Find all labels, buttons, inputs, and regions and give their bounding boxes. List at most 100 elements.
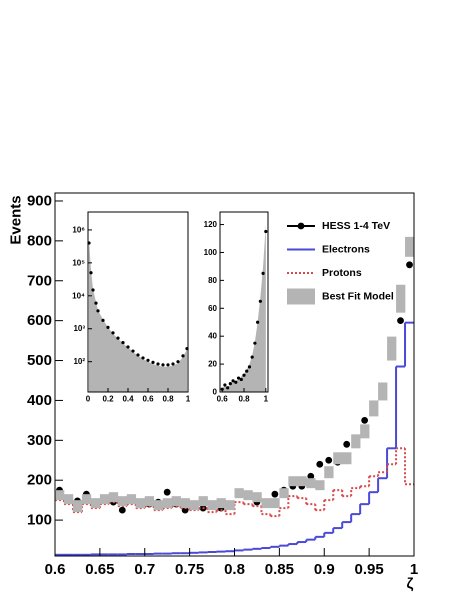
data-point bbox=[91, 288, 95, 292]
x-tick-label: 0.65 bbox=[85, 561, 114, 578]
data-point bbox=[101, 318, 105, 322]
data-point bbox=[247, 365, 252, 369]
fit-band bbox=[270, 498, 280, 509]
fit-band bbox=[171, 496, 181, 507]
y-tick-label: 100 bbox=[27, 512, 52, 529]
x-tick-label: 0.2 bbox=[102, 395, 114, 404]
x-tick-label: 1 bbox=[186, 395, 191, 404]
y-tick-label: 100 bbox=[204, 248, 218, 257]
fit-band bbox=[72, 500, 83, 513]
y-tick-label: 200 bbox=[27, 472, 52, 489]
plot-frame bbox=[87, 211, 189, 393]
data-point bbox=[245, 369, 249, 373]
y-tick-label: 800 bbox=[27, 232, 52, 249]
y-tick-label: 10⁴ bbox=[72, 291, 85, 300]
data-point bbox=[106, 325, 110, 329]
data-point bbox=[118, 506, 126, 514]
legend-label: Electrons bbox=[322, 244, 370, 256]
data-point bbox=[406, 261, 413, 269]
data-point bbox=[343, 440, 351, 448]
data-point bbox=[231, 379, 235, 383]
y-tick-label: 300 bbox=[27, 432, 52, 449]
x-tick-label: 1 bbox=[264, 395, 269, 404]
data-point bbox=[166, 363, 170, 367]
fit-band bbox=[189, 500, 199, 511]
data-point bbox=[239, 377, 243, 382]
fit-band bbox=[216, 498, 226, 509]
y-axis-title: Events bbox=[8, 195, 25, 244]
fit-band bbox=[378, 382, 388, 401]
fit-band bbox=[108, 492, 119, 503]
data-point bbox=[131, 349, 135, 353]
x-tick-label: 0 bbox=[86, 395, 91, 404]
y-tick-label: 10² bbox=[73, 357, 85, 366]
data-point bbox=[307, 472, 315, 480]
y-tick-label: 700 bbox=[27, 272, 52, 289]
x-axis-title: ζ bbox=[407, 576, 414, 593]
legend-label: Best Fit Model bbox=[322, 291, 394, 303]
fit-band bbox=[360, 424, 370, 439]
fit-band bbox=[63, 494, 74, 505]
fit-band bbox=[396, 284, 406, 313]
data-point bbox=[228, 382, 232, 386]
fit-band bbox=[252, 492, 262, 503]
y-tick-label: 80 bbox=[208, 276, 217, 285]
fit-band bbox=[351, 434, 361, 449]
y-tick-label: 400 bbox=[27, 392, 52, 409]
data-point bbox=[236, 376, 241, 380]
fit-band bbox=[99, 494, 110, 505]
data-point bbox=[361, 416, 369, 424]
fit-band bbox=[144, 496, 155, 507]
y-tick-label: 10⁶ bbox=[72, 225, 85, 234]
data-point bbox=[234, 380, 238, 384]
x-tick-label: 0.8 bbox=[238, 395, 250, 404]
fit-band bbox=[135, 498, 146, 509]
x-tick-label: 0.95 bbox=[355, 561, 384, 578]
data-point bbox=[250, 355, 254, 359]
x-tick-label: 0.6 bbox=[142, 395, 154, 404]
fit-band bbox=[315, 480, 325, 491]
data-point bbox=[94, 301, 98, 305]
data-point bbox=[256, 320, 260, 324]
y-tick-label: 60 bbox=[208, 304, 217, 313]
data-point bbox=[136, 353, 140, 357]
fit-band bbox=[261, 498, 271, 509]
x-tick-label: 0.8 bbox=[224, 561, 245, 578]
fit-band bbox=[198, 496, 208, 507]
data-point bbox=[146, 358, 150, 362]
y-tick-label: 40 bbox=[208, 332, 217, 341]
data-point bbox=[242, 373, 246, 377]
fit-band bbox=[207, 500, 217, 511]
data-point bbox=[264, 229, 268, 234]
x-tick-label: 1 bbox=[410, 561, 418, 578]
data-point bbox=[171, 362, 175, 366]
x-tick-label: 0.6 bbox=[217, 395, 229, 404]
fit-band bbox=[117, 496, 128, 507]
data-point bbox=[261, 271, 265, 275]
data-point bbox=[226, 386, 230, 390]
data-point bbox=[271, 490, 279, 498]
fit-band bbox=[162, 498, 172, 509]
data-point bbox=[161, 363, 165, 367]
data-point bbox=[141, 356, 145, 360]
y-tick-label: 500 bbox=[27, 352, 52, 369]
fit-band bbox=[387, 336, 397, 361]
y-tick-label: 900 bbox=[27, 192, 52, 209]
fit-band bbox=[90, 498, 101, 509]
data-point bbox=[316, 460, 324, 468]
y-tick-label: 10³ bbox=[73, 324, 85, 333]
data-point bbox=[163, 488, 171, 496]
fit-band bbox=[333, 452, 343, 465]
fit-band bbox=[243, 490, 253, 501]
y-tick-label: 10⁵ bbox=[72, 258, 85, 267]
data-point bbox=[156, 362, 160, 366]
data-point bbox=[181, 354, 185, 358]
x-tick-label: 0.75 bbox=[175, 561, 204, 578]
fit-band bbox=[306, 478, 316, 489]
legend-marker bbox=[297, 222, 305, 230]
fit-band bbox=[405, 236, 415, 257]
fit-band bbox=[324, 466, 334, 479]
fit-band bbox=[153, 500, 163, 511]
legend-label: HESS 1-4 TeV bbox=[322, 220, 390, 232]
